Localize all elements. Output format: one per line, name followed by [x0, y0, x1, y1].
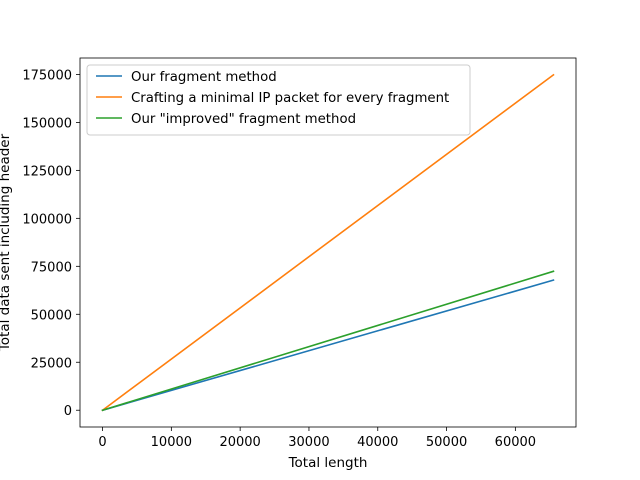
- legend-label-3: Our "improved" fragment method: [131, 112, 356, 127]
- y-tick-label: 50000: [31, 308, 72, 323]
- x-axis-label: Total length: [288, 455, 368, 471]
- legend-frame: [86, 64, 471, 136]
- series-lines: [101, 73, 555, 412]
- x-tick-label: 0: [98, 435, 106, 450]
- y-tick-label: 125000: [22, 164, 72, 179]
- y-tick-label: 25000: [31, 356, 72, 371]
- y-tick-label: 75000: [31, 260, 72, 275]
- x-tick-label: 10000: [151, 435, 192, 450]
- x-tick-label: 50000: [426, 435, 467, 450]
- legend-label-2: Crafting a minimal IP packet for every f…: [131, 91, 449, 106]
- y-axis-label: Total data sent including header: [0, 133, 13, 352]
- x-tick-label: 30000: [288, 435, 329, 450]
- legend: Our fragment method Crafting a minimal IP…: [86, 64, 471, 136]
- legend-label-1: Our fragment method: [131, 70, 277, 85]
- plot-frame: [79, 57, 577, 428]
- y-tick-label: 150000: [22, 116, 72, 131]
- y-tick-label: 175000: [22, 68, 72, 83]
- series-line-3: [101, 270, 555, 412]
- x-tick-label: 60000: [495, 435, 536, 450]
- x-axis-ticks: 0 10000 20000 30000 40000 50000 60000: [98, 427, 536, 450]
- series-line-1: [101, 279, 555, 412]
- y-axis-ticks: 0 25000 50000 75000 100000 125000 150000 175000: [22, 68, 80, 419]
- y-tick-label: 100000: [22, 212, 72, 227]
- x-tick-label: 20000: [219, 435, 260, 450]
- series-line-2: [101, 73, 555, 412]
- x-tick-label: 40000: [357, 435, 398, 450]
- y-tick-label: 0: [64, 404, 72, 419]
